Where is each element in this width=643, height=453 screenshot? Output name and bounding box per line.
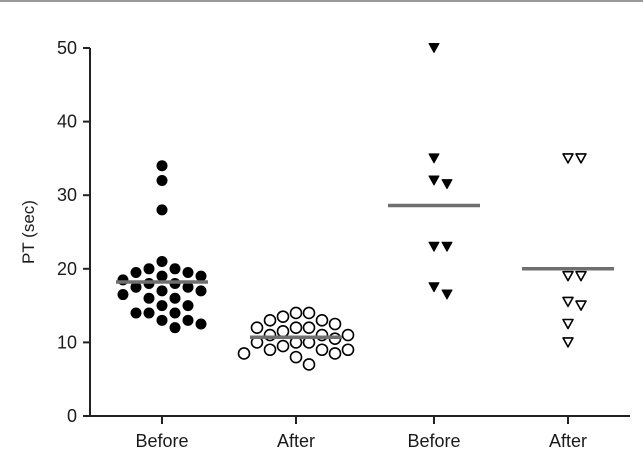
x-tick-label: Before bbox=[407, 431, 460, 451]
y-tick-label: 10 bbox=[57, 332, 77, 352]
data-point bbox=[182, 314, 194, 326]
data-point bbox=[562, 296, 574, 308]
y-tick-label: 20 bbox=[57, 259, 77, 279]
data-point bbox=[441, 289, 453, 300]
data-point bbox=[315, 314, 329, 327]
data-point bbox=[169, 307, 181, 319]
data-point bbox=[315, 343, 329, 357]
data-point bbox=[575, 300, 587, 311]
data-point bbox=[169, 322, 181, 334]
data-point bbox=[182, 281, 194, 293]
data-point bbox=[302, 306, 316, 320]
y-tick-label: 40 bbox=[57, 112, 77, 132]
data-point bbox=[156, 285, 168, 297]
data-point bbox=[156, 204, 168, 216]
data-point bbox=[263, 343, 277, 357]
data-point bbox=[130, 307, 142, 319]
median-lines bbox=[116, 203, 614, 339]
data-point bbox=[575, 270, 587, 282]
data-point bbox=[276, 325, 290, 338]
data-point bbox=[250, 321, 264, 334]
data-point bbox=[562, 270, 574, 282]
data-point bbox=[341, 328, 355, 342]
data-marks bbox=[117, 43, 587, 371]
data-point bbox=[156, 270, 168, 282]
data-point bbox=[195, 270, 207, 282]
y-tick-label: 50 bbox=[57, 38, 77, 58]
x-tick-label: After bbox=[277, 431, 315, 451]
data-point bbox=[169, 292, 181, 304]
data-point bbox=[182, 300, 194, 312]
data-point bbox=[237, 347, 251, 360]
x-tick-label: Before bbox=[135, 431, 188, 451]
y-axis-title: PT (sec) bbox=[19, 200, 38, 264]
data-point bbox=[428, 175, 440, 186]
axes bbox=[89, 48, 630, 417]
data-point bbox=[562, 153, 574, 164]
data-point bbox=[156, 314, 168, 326]
data-point bbox=[575, 153, 587, 164]
data-point bbox=[156, 160, 168, 172]
data-point bbox=[156, 300, 168, 312]
data-point bbox=[562, 318, 574, 330]
data-point bbox=[169, 263, 181, 275]
data-point bbox=[195, 318, 207, 330]
x-ticks: Before After Before After bbox=[135, 416, 587, 451]
data-point bbox=[156, 174, 168, 186]
y-tick-label: 0 bbox=[67, 406, 77, 426]
data-point bbox=[143, 307, 155, 319]
data-point bbox=[156, 255, 168, 267]
data-point bbox=[302, 321, 316, 334]
data-point bbox=[276, 310, 290, 323]
data-point bbox=[428, 282, 440, 293]
data-point bbox=[130, 266, 142, 278]
data-point bbox=[195, 285, 207, 297]
data-point bbox=[143, 263, 155, 275]
data-point bbox=[341, 343, 355, 357]
data-point bbox=[441, 179, 453, 190]
data-point bbox=[143, 292, 155, 304]
data-point bbox=[117, 289, 129, 301]
data-point bbox=[328, 347, 342, 360]
data-point bbox=[289, 321, 303, 334]
data-point bbox=[562, 337, 574, 348]
data-point bbox=[428, 43, 440, 53]
y-ticks: 0 10 20 30 40 50 bbox=[57, 38, 90, 426]
data-point bbox=[428, 241, 440, 252]
data-point bbox=[263, 314, 277, 327]
data-point bbox=[428, 153, 440, 164]
x-tick-label: After bbox=[549, 431, 587, 451]
y-tick-label: 30 bbox=[57, 185, 77, 205]
data-point bbox=[328, 317, 342, 331]
data-point bbox=[441, 241, 453, 252]
data-point bbox=[276, 339, 290, 353]
data-point bbox=[289, 350, 303, 364]
data-point bbox=[130, 281, 142, 293]
top-border-rule bbox=[0, 0, 643, 2]
data-point bbox=[182, 266, 194, 278]
data-point bbox=[289, 306, 303, 320]
data-point bbox=[302, 358, 316, 371]
